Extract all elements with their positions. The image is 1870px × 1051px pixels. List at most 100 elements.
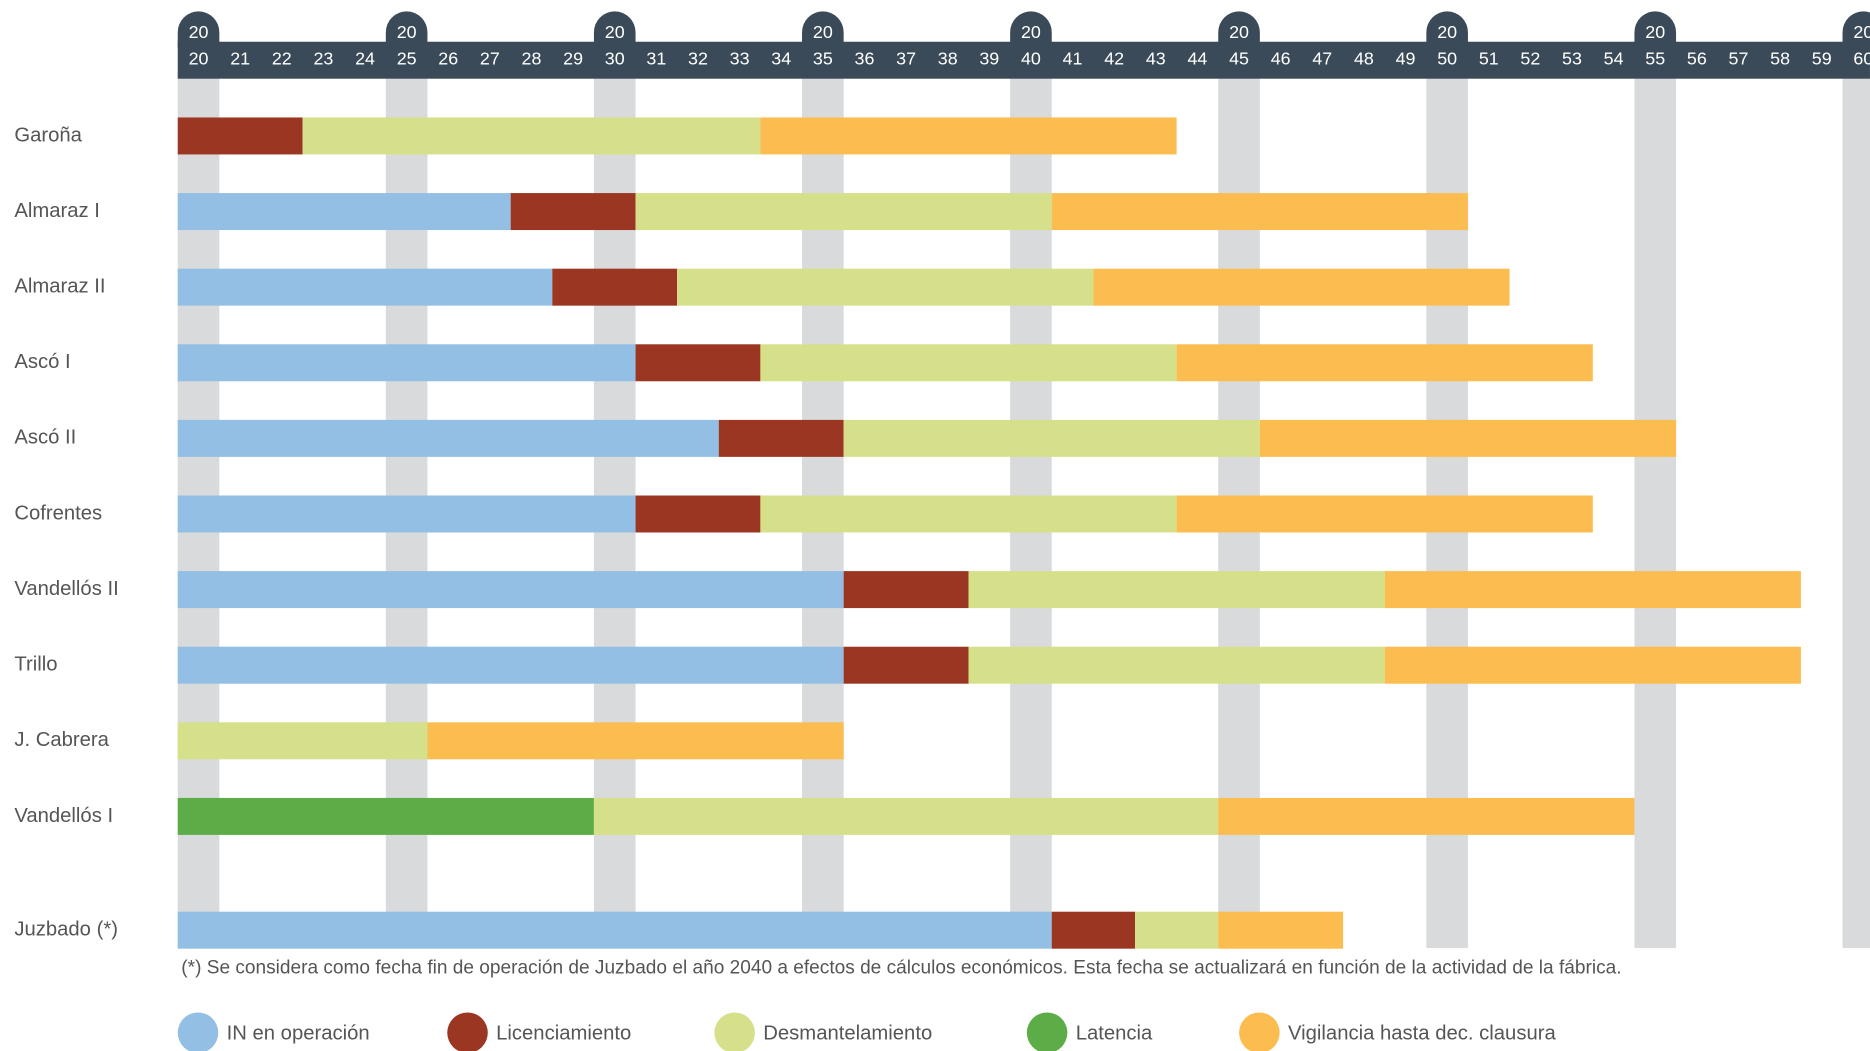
row-label: Vandellós I: [14, 805, 113, 827]
grid-column: [1842, 71, 1870, 949]
ticks: 20 20 20 20 20 20 20 20 20 20 21 22 23 24 25 26 27 28 29 30…: [177, 11, 1870, 68]
x-tick-label: 39: [979, 48, 999, 68]
bar-segment: [760, 344, 1177, 382]
legend-label: Latencia: [1076, 1022, 1153, 1044]
bar-segment: [635, 193, 1052, 231]
century-label: 20: [1437, 22, 1457, 42]
bar-segment: [177, 193, 511, 231]
century-label: 20: [1853, 22, 1870, 42]
x-tick-label: 56: [1687, 48, 1707, 68]
legend: IN en operación Licenciamiento Desmantelam…: [177, 1012, 1556, 1051]
row-label: Trillo: [14, 654, 57, 676]
x-tick-label: 49: [1396, 48, 1416, 68]
x-tick-label: 25: [397, 48, 417, 68]
x-tick-label: 59: [1812, 48, 1832, 68]
legend-swatch: [714, 1012, 755, 1051]
x-tick-label: 22: [272, 48, 292, 68]
bar-segment: [552, 268, 678, 306]
bar-segment: [843, 646, 969, 684]
x-tick-label: 23: [313, 48, 333, 68]
year-badge: [177, 11, 220, 48]
bar-segment: [1093, 268, 1510, 306]
x-tick-label: 55: [1645, 48, 1665, 68]
x-tick-label: 40: [1021, 48, 1041, 68]
legend-label: IN en operación: [227, 1022, 370, 1044]
x-tick-label: 37: [896, 48, 916, 68]
x-tick-label: 32: [688, 48, 708, 68]
x-tick-label: 29: [563, 48, 583, 68]
x-tick-label: 20: [189, 48, 209, 68]
x-tick-label: 41: [1063, 48, 1083, 68]
bar-segment: [177, 344, 636, 382]
bar-segment: [1134, 911, 1219, 949]
row-label: Almaraz II: [14, 276, 105, 298]
x-tick-label: 42: [1104, 48, 1124, 68]
year-badge: [593, 11, 636, 48]
x-tick-label: 26: [438, 48, 458, 68]
x-tick-label: 53: [1562, 48, 1582, 68]
century-label: 20: [1645, 22, 1665, 42]
x-tick-label: 58: [1770, 48, 1790, 68]
x-tick-label: 31: [646, 48, 666, 68]
bar-segment: [1384, 646, 1801, 684]
x-tick-label: 24: [355, 48, 375, 68]
bar-segment: [843, 419, 1260, 457]
x-tick-label: 35: [813, 48, 833, 68]
x-tick-label: 60: [1853, 48, 1870, 68]
x-tick-label: 48: [1354, 48, 1374, 68]
x-tick-label: 38: [938, 48, 958, 68]
legend-label: Desmantelamiento: [763, 1022, 932, 1044]
century-label: 20: [813, 22, 833, 42]
row-label: Garoña: [14, 124, 82, 146]
x-tick-label: 47: [1312, 48, 1332, 68]
row-label: Cofrentes: [14, 502, 102, 524]
year-badge: [1842, 11, 1870, 48]
legend-swatch: [177, 1012, 219, 1051]
bar-segment: [718, 419, 844, 457]
x-tick-label: 21: [230, 48, 250, 68]
legend-label: Licenciamiento: [496, 1022, 631, 1044]
x-tick-label: 45: [1229, 48, 1249, 68]
x-tick-label: 52: [1520, 48, 1540, 68]
legend-swatch: [447, 1012, 488, 1051]
century-label: 20: [397, 22, 417, 42]
century-label: 20: [1021, 22, 1041, 42]
axis-band: [177, 41, 1870, 79]
x-tick-label: 44: [1187, 48, 1207, 68]
bar-segment: [177, 722, 428, 760]
bar-segment: [177, 117, 303, 155]
footnote: (*) Se considera como fecha fin de opera…: [181, 957, 1621, 978]
bar-segment: [1218, 797, 1635, 835]
x-tick-label: 36: [855, 48, 875, 68]
bar-segment: [1384, 571, 1801, 609]
century-label: 20: [1229, 22, 1249, 42]
year-badge: [1426, 11, 1468, 48]
bar-segment: [635, 344, 761, 382]
bar-segment: [1176, 495, 1593, 533]
bar-segment: [177, 419, 719, 457]
row-label: Ascó I: [14, 351, 70, 373]
row-label: Vandellós II: [14, 578, 118, 600]
century-label: 20: [189, 22, 209, 42]
legend-swatch: [1239, 1012, 1280, 1051]
legend-swatch: [1026, 1012, 1068, 1051]
bar-segment: [1176, 344, 1593, 382]
legend-label: Vigilancia hasta dec. clausura: [1288, 1022, 1556, 1044]
x-tick-label: 50: [1437, 48, 1457, 68]
bar-segment: [677, 268, 1094, 306]
bar-segment: [1259, 419, 1677, 457]
x-tick-label: 27: [480, 48, 500, 68]
x-tick-label: 46: [1271, 48, 1291, 68]
grid-column: [1634, 71, 1677, 949]
x-tick-label: 30: [605, 48, 625, 68]
x-tick-label: 54: [1604, 48, 1624, 68]
bar-segment: [510, 193, 636, 231]
bar-segment: [177, 797, 594, 835]
bar-segment: [177, 911, 1052, 949]
year-badge: [1010, 11, 1052, 48]
row-label: J. Cabrera: [14, 729, 109, 751]
bar-segment: [302, 117, 761, 155]
bar-segment: [1051, 193, 1468, 231]
